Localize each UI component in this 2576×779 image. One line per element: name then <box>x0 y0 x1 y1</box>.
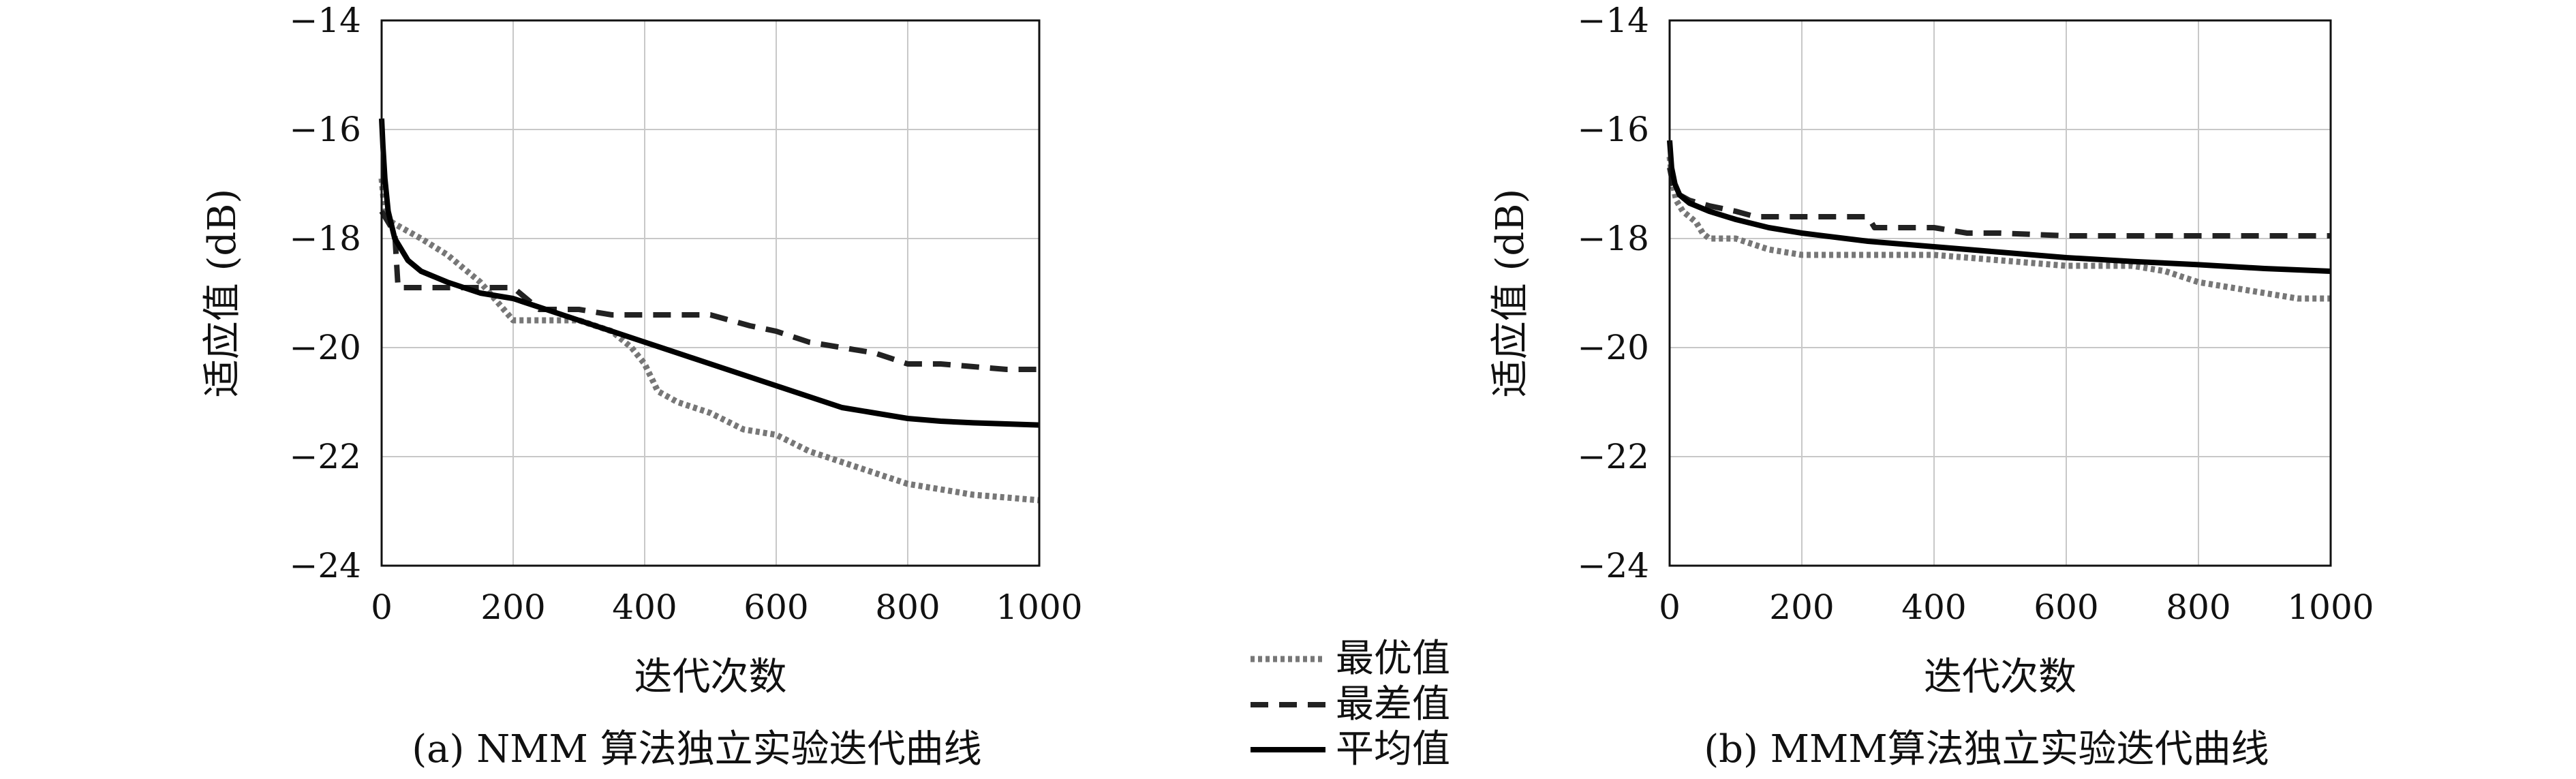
legend-label: 最差值 <box>1336 682 1450 727</box>
chart-a: 0 200 400 600 800 1000 −14 −16 −18 −20 −22 −24 迭代次数 适… <box>200 1 1083 772</box>
x-tick-label: 400 <box>1901 587 1966 627</box>
x-tick-label: 600 <box>2034 587 2098 627</box>
y-tick-label: −22 <box>289 437 361 476</box>
y-tick-label: −24 <box>1577 546 1649 585</box>
x-tick-label: 0 <box>371 587 393 627</box>
y-tick-label: −14 <box>289 1 361 40</box>
y-tick-label: −14 <box>1577 1 1649 40</box>
y-axis-label: 适应值 (dB) <box>1488 189 1533 398</box>
x-tick-label: 400 <box>612 587 677 627</box>
x-tick-label: 800 <box>2166 587 2230 627</box>
series-line-dotted <box>1666 156 2331 302</box>
series-line-solid <box>379 118 1040 428</box>
y-tick-label: −18 <box>1577 219 1649 258</box>
x-axis-label: 迭代次数 <box>1924 655 2076 699</box>
series-line-solid <box>1667 140 2331 274</box>
x-axis-label: 迭代次数 <box>634 655 787 699</box>
x-tick-label: 600 <box>743 587 808 627</box>
legend-label: 平均值 <box>1336 727 1450 772</box>
chart-caption: (a) NMM 算法独立实验迭代曲线 <box>412 727 981 772</box>
plot-frame <box>380 19 1041 567</box>
chart-b: 0 200 400 600 800 1000 −14 −16 −18 −20 −22 −24 迭代次数 适… <box>1488 1 2374 772</box>
x-tick-label: 0 <box>1659 587 1681 627</box>
x-tick-label: 200 <box>1769 587 1834 627</box>
chart-caption: (b) MMM算法独立实验迭代曲线 <box>1704 727 2269 772</box>
y-tick-label: −20 <box>1577 328 1649 367</box>
x-tick-label: 1000 <box>2287 587 2374 627</box>
y-tick-label: −16 <box>289 110 361 149</box>
x-tick-label: 1000 <box>996 587 1082 627</box>
x-tick-label: 800 <box>875 587 940 627</box>
y-tick-label: −22 <box>1577 437 1649 476</box>
plot-frame <box>1668 19 2332 567</box>
x-tick-label: 200 <box>480 587 545 627</box>
y-tick-label: −24 <box>289 546 361 585</box>
y-tick-label: −18 <box>289 219 361 258</box>
series-line-dotted <box>378 178 1040 504</box>
y-tick-label: −16 <box>1577 110 1649 149</box>
y-tick-label: −20 <box>289 328 361 367</box>
series-line-dashed <box>379 209 1039 372</box>
y-axis-label: 适应值 (dB) <box>200 189 245 398</box>
legend-label: 最优值 <box>1336 637 1450 681</box>
